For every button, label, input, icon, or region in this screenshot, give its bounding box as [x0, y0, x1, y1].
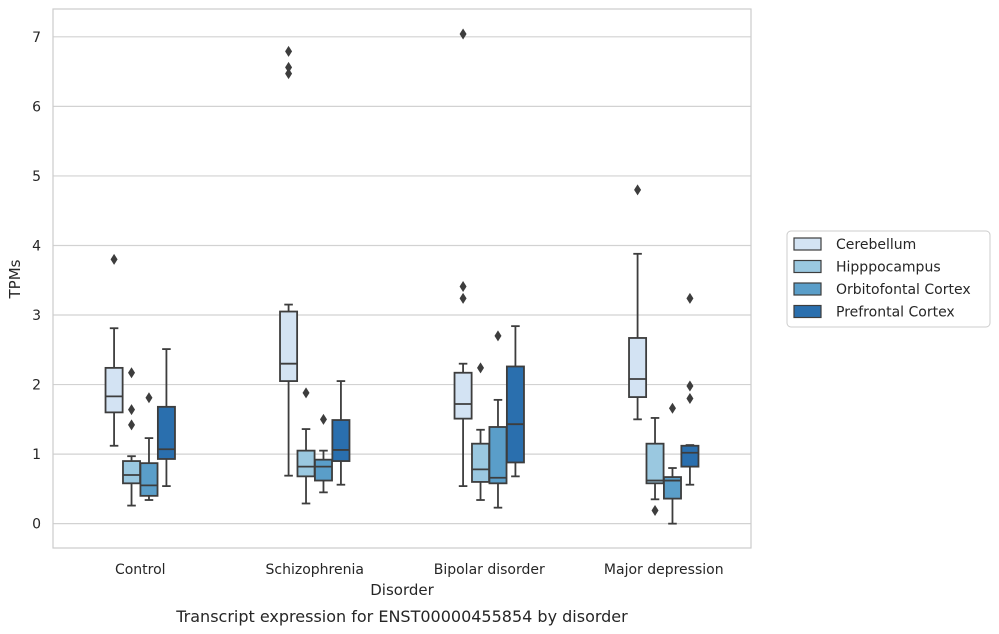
box-iqr: [314, 458, 333, 482]
outlier-point: [285, 68, 293, 80]
outlier-point: [110, 253, 118, 265]
legend: Cerebellum Hipppocampus Orbitofontal Corte…: [786, 230, 991, 328]
legend-swatch: [793, 259, 822, 274]
outlier-point: [686, 292, 694, 304]
x-tick-label: Major depression: [604, 562, 724, 578]
y-tick-label: 3: [32, 308, 41, 324]
y-tick-labels: 0 1 2 3 4 5 6 7: [32, 30, 41, 533]
box-plots: [104, 28, 700, 525]
box-3-2: [663, 402, 682, 525]
legend-swatch: [793, 237, 822, 251]
outlier-point: [145, 392, 153, 404]
box-2-2: [488, 330, 508, 509]
chart-caption: Transcript expression for ENST0000045585…: [175, 607, 628, 626]
box-iqr: [104, 366, 124, 414]
box-iqr: [296, 449, 316, 478]
box-3-3: [680, 292, 700, 486]
box-1-3: [331, 380, 351, 486]
outlier-point: [651, 504, 659, 516]
outlier-point: [459, 292, 467, 304]
y-tick-label: 6: [32, 99, 41, 115]
y-tick-label: 5: [32, 169, 41, 185]
outlier-point: [634, 184, 642, 196]
legend-swatch: [793, 282, 822, 296]
box-1-2: [314, 413, 333, 494]
outlier-point: [686, 392, 694, 404]
box-iqr: [156, 405, 176, 460]
x-axis-label: Disorder: [370, 581, 434, 599]
box-2-0: [453, 28, 473, 488]
y-tick-label: 7: [32, 30, 41, 46]
x-tick-label: Bipolar disorder: [434, 562, 545, 578]
box-3-1: [645, 417, 665, 516]
legend-label: Prefrontal Cortex: [836, 305, 955, 321]
box-iqr: [122, 460, 141, 485]
y-tick-label: 4: [32, 238, 41, 254]
plot-area-frame: [52, 8, 752, 549]
box-0-2: [139, 392, 159, 501]
outlier-point: [494, 330, 502, 342]
box-iqr: [680, 444, 700, 468]
box-iqr: [663, 476, 682, 500]
box-iqr: [628, 337, 648, 398]
x-tick-labels: Control Schizophrenia Bipolar disorder Majo…: [115, 562, 724, 578]
outlier-point: [668, 402, 676, 414]
box-1-0: [279, 45, 299, 477]
box-iqr: [139, 462, 159, 497]
outlier-point: [302, 387, 310, 399]
y-tick-label: 0: [32, 517, 41, 533]
box-3-0: [628, 184, 648, 421]
box-0-0: [104, 253, 124, 447]
outlier-point: [319, 413, 327, 425]
box-2-1: [471, 362, 490, 501]
outlier-point: [477, 362, 485, 374]
box-iqr: [488, 426, 508, 485]
x-tick-label: Schizophrenia: [266, 562, 364, 578]
y-tick-label: 1: [32, 447, 41, 463]
box-iqr: [453, 371, 473, 420]
box-1-1: [296, 387, 316, 505]
box-iqr: [645, 442, 665, 485]
outlier-point: [459, 28, 467, 40]
box-iqr: [505, 365, 525, 464]
outlier-point: [285, 45, 293, 57]
outlier-point: [459, 280, 467, 292]
box-2-3: [505, 325, 525, 478]
outlier-point: [285, 61, 293, 73]
outlier-point: [128, 419, 136, 431]
legend-label: Orbitofontal Cortex: [836, 282, 971, 298]
outlier-point: [128, 404, 136, 416]
box-iqr: [331, 419, 351, 462]
box-iqr: [279, 310, 299, 382]
outlier-point: [686, 380, 694, 392]
y-axis-label: TPMs: [6, 259, 24, 299]
box-0-1: [122, 367, 141, 507]
legend-label: Hipppocampus: [836, 260, 941, 276]
box-0-3: [156, 348, 176, 488]
legend-label: Cerebellum: [836, 237, 916, 253]
box-iqr: [471, 442, 490, 483]
legend-swatch: [793, 304, 822, 319]
x-tick-label: Control: [115, 562, 166, 578]
legend-frame: [786, 230, 991, 328]
y-tick-label: 2: [32, 378, 41, 394]
outlier-point: [128, 367, 136, 379]
